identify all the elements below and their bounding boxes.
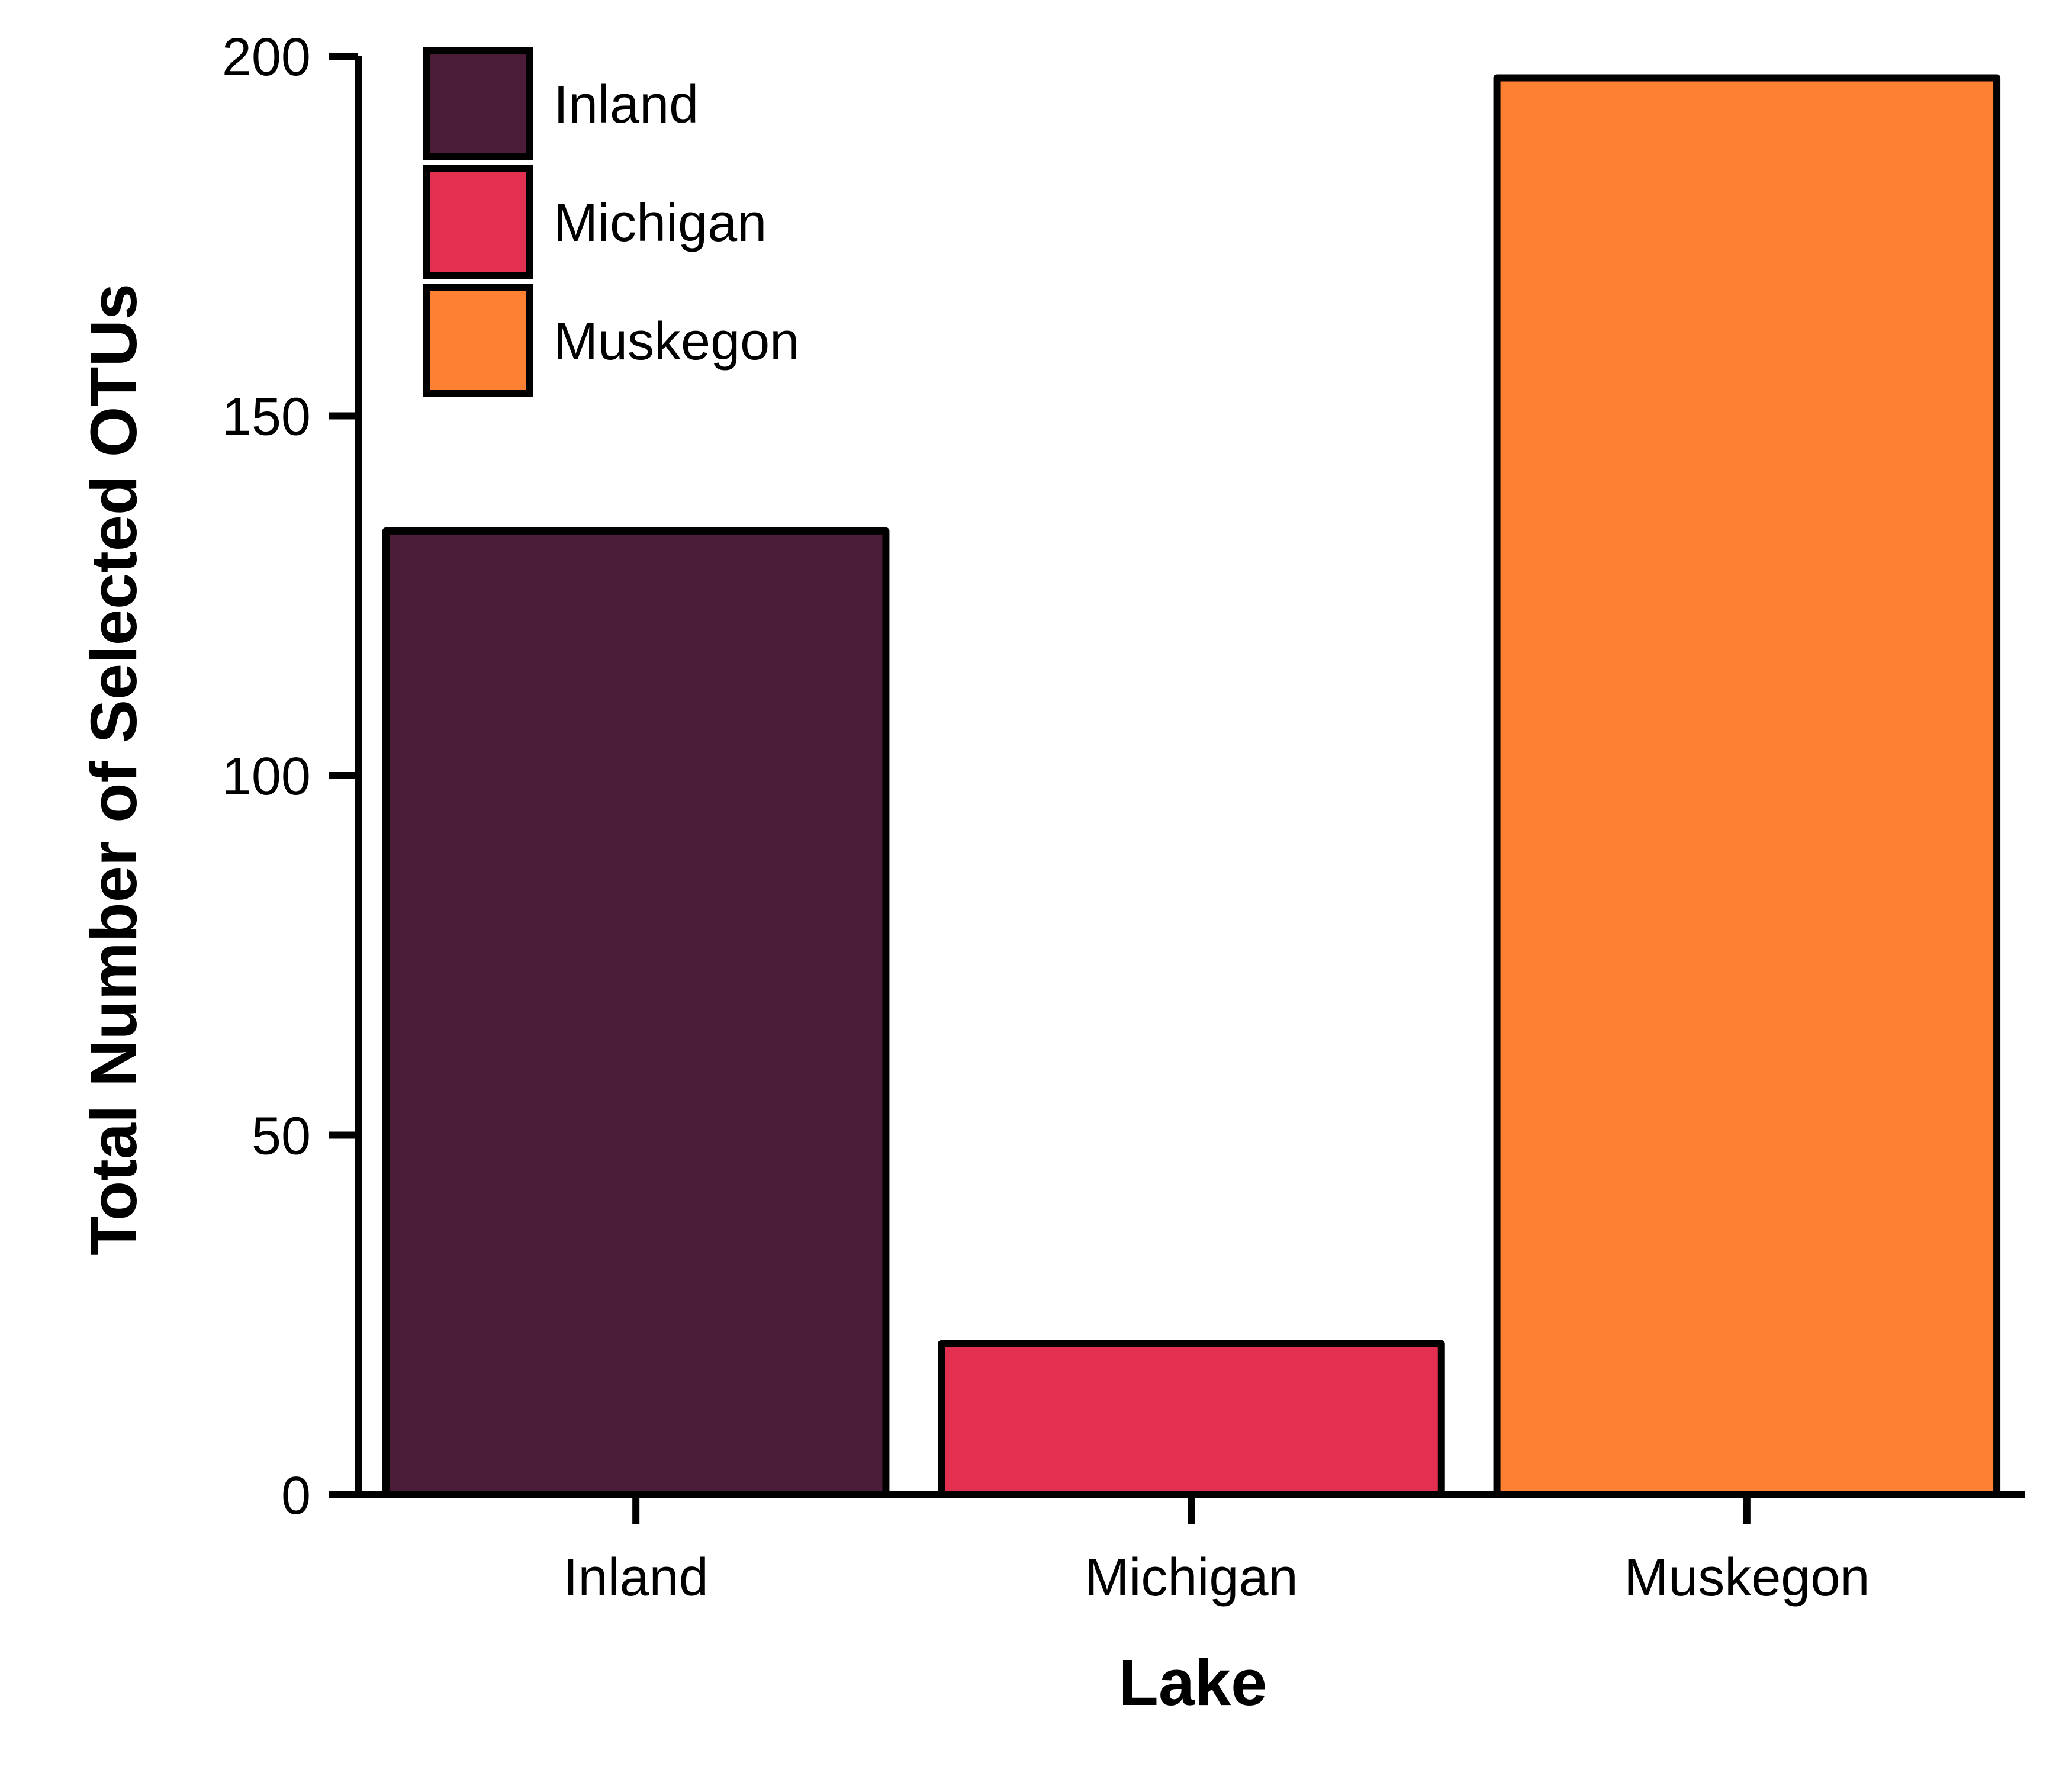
y-tick-label: 0 <box>281 1466 311 1526</box>
legend-swatch-michigan <box>423 165 533 279</box>
x-tick-label: Michigan <box>1085 1548 1298 1607</box>
x-tick-label: Muskegon <box>1624 1548 1870 1607</box>
bar-muskegon <box>1493 74 2001 1499</box>
legend-label-michigan: Michigan <box>554 194 767 253</box>
y-tick-label: 100 <box>222 747 311 806</box>
legend-swatch-muskegon <box>423 284 533 397</box>
y-tick-label: 50 <box>252 1107 311 1166</box>
y-axis-title: Total Number of Selected OTUs <box>78 284 150 1256</box>
x-axis-title: Lake <box>1119 1646 1267 1719</box>
bar-michigan <box>938 1340 1445 1499</box>
y-tick-label: 200 <box>222 28 311 87</box>
legend-label-inland: Inland <box>554 75 699 134</box>
legend-swatch-inland <box>423 47 533 160</box>
legend: Inland Michigan Muskegon <box>423 47 799 397</box>
legend-label-muskegon: Muskegon <box>554 312 799 371</box>
bars-group <box>382 74 2001 1499</box>
axes-group: 0 50 100 150 200 Inland Michigan Muskegon <box>222 28 2025 1607</box>
y-tick-label: 150 <box>222 388 311 447</box>
bar-inland <box>382 527 890 1498</box>
x-tick-label: Inland <box>564 1548 709 1607</box>
